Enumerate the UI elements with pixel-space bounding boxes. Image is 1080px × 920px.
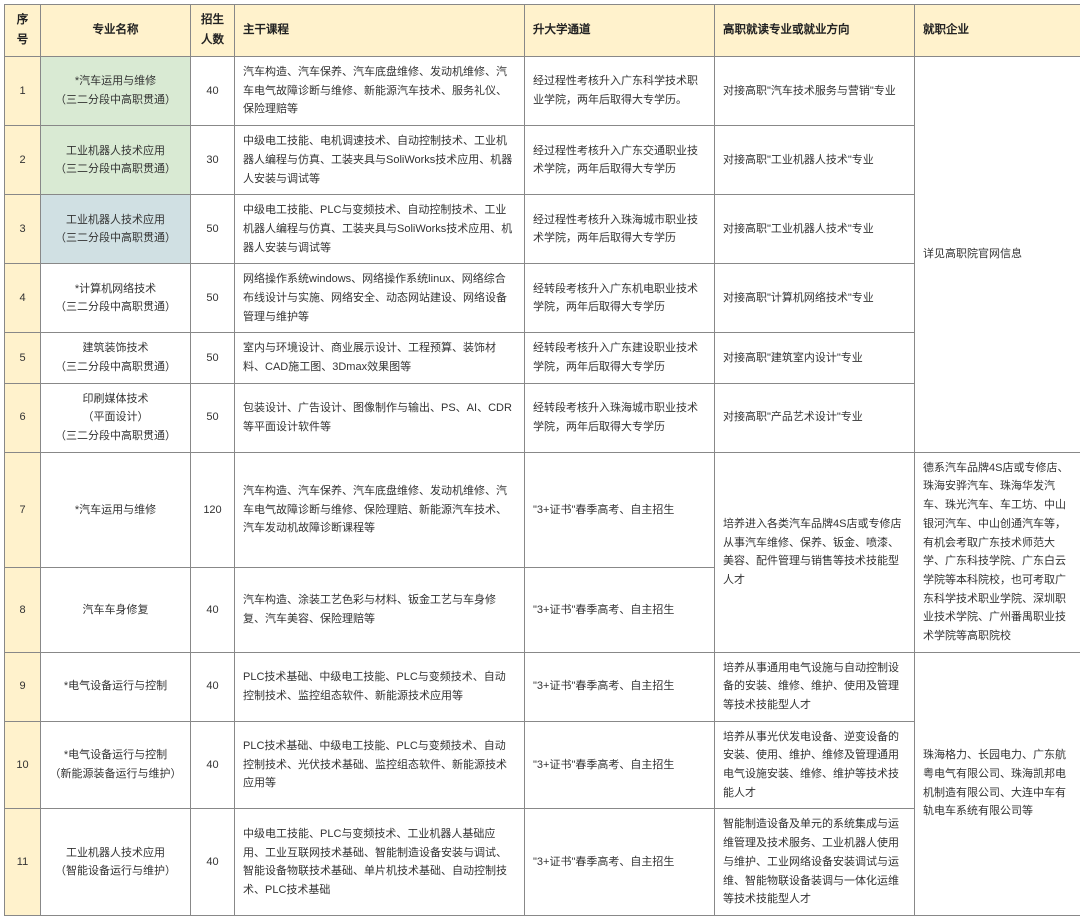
- table-cell: 40: [191, 57, 235, 126]
- table-cell: 室内与环境设计、商业展示设计、工程预算、装饰材料、CAD施工图、3Dmax效果图…: [235, 333, 525, 383]
- header-course: 主干课程: [235, 5, 525, 57]
- table-cell: 培养进入各类汽车品牌4S店或专修店从事汽车维修、保养、钣金、喷漆、美容、配件管理…: [715, 452, 915, 652]
- table-cell: 8: [5, 568, 41, 652]
- table-cell: 包装设计、广告设计、图像制作与输出、PS、AI、CDR等平面设计软件等: [235, 383, 525, 452]
- table-cell: 网络操作系统windows、网络操作系统linux、网络综合布线设计与实施、网络…: [235, 264, 525, 333]
- table-cell: 9: [5, 652, 41, 721]
- table-cell: 汽车车身修复: [41, 568, 191, 652]
- table-cell: 对接高职"汽车技术服务与营销"专业: [715, 57, 915, 126]
- table-cell: 中级电工技能、PLC与变频技术、自动控制技术、工业机器人编程与仿真、工装夹具与S…: [235, 195, 525, 264]
- table-cell: 50: [191, 383, 235, 452]
- table-cell: 中级电工技能、PLC与变频技术、工业机器人基础应用、工业互联网技术基础、智能制造…: [235, 809, 525, 915]
- table-cell: 经转段考核升入珠海城市职业技术学院，两年后取得大专学历: [525, 383, 715, 452]
- header-emp: 就职企业: [915, 5, 1080, 57]
- table-cell: 建筑装饰技术 （三二分段中高职贯通）: [41, 333, 191, 383]
- table-cell: "3+证书"春季高考、自主招生: [525, 652, 715, 721]
- table-cell: 工业机器人技术应用 （三二分段中高职贯通）: [41, 195, 191, 264]
- table-cell: 30: [191, 126, 235, 195]
- table-cell: 4: [5, 264, 41, 333]
- major-table: 序号 专业名称 招生 人数 主干课程 升大学通道 高职就读专业或就业方向 就职企…: [4, 4, 1080, 916]
- table-cell: *电气设备运行与控制: [41, 652, 191, 721]
- header-num: 招生 人数: [191, 5, 235, 57]
- table-cell: 智能制造设备及单元的系统集成与运维管理及技术服务、工业机器人使用与维护、工业网络…: [715, 809, 915, 915]
- table-cell: 1: [5, 57, 41, 126]
- table-cell: 6: [5, 383, 41, 452]
- table-cell: 3: [5, 195, 41, 264]
- header-seq: 序号: [5, 5, 41, 57]
- table-cell: 50: [191, 195, 235, 264]
- header-name: 专业名称: [41, 5, 191, 57]
- table-cell: 中级电工技能、电机调速技术、自动控制技术、工业机器人编程与仿真、工装夹具与Sol…: [235, 126, 525, 195]
- table-cell: 对接高职"产品艺术设计"专业: [715, 383, 915, 452]
- table-cell: 5: [5, 333, 41, 383]
- table-cell: 经转段考核升入广东机电职业技术学院，两年后取得大专学历: [525, 264, 715, 333]
- table-cell: 10: [5, 721, 41, 809]
- table-cell: *汽车运用与维修 （三二分段中高职贯通）: [41, 57, 191, 126]
- table-cell: *计算机网络技术 （三二分段中高职贯通）: [41, 264, 191, 333]
- table-cell: 经过程性考核升入珠海城市职业技术学院，两年后取得大专学历: [525, 195, 715, 264]
- header-row: 序号 专业名称 招生 人数 主干课程 升大学通道 高职就读专业或就业方向 就职企…: [5, 5, 1080, 57]
- header-dir: 高职就读专业或就业方向: [715, 5, 915, 57]
- table-cell: "3+证书"春季高考、自主招生: [525, 809, 715, 915]
- table-cell: 40: [191, 721, 235, 809]
- table-cell: 7: [5, 452, 41, 568]
- header-path: 升大学通道: [525, 5, 715, 57]
- table-cell: "3+证书"春季高考、自主招生: [525, 568, 715, 652]
- table-cell: *汽车运用与维修: [41, 452, 191, 568]
- table-cell: 40: [191, 568, 235, 652]
- table-cell: 详见高职院官网信息: [915, 57, 1080, 453]
- table-cell: 汽车构造、涂装工艺色彩与材料、钣金工艺与车身修复、汽车美容、保险理赔等: [235, 568, 525, 652]
- table-cell: 培养从事通用电气设施与自动控制设备的安装、维修、维护、使用及管理等技术技能型人才: [715, 652, 915, 721]
- table-cell: "3+证书"春季高考、自主招生: [525, 452, 715, 568]
- table-row: 9*电气设备运行与控制40PLC技术基础、中级电工技能、PLC与变频技术、自动控…: [5, 652, 1080, 721]
- table-cell: "3+证书"春季高考、自主招生: [525, 721, 715, 809]
- table-cell: 对接高职"建筑室内设计"专业: [715, 333, 915, 383]
- table-cell: PLC技术基础、中级电工技能、PLC与变频技术、自动控制技术、监控组态软件、新能…: [235, 652, 525, 721]
- table-cell: 50: [191, 333, 235, 383]
- table-cell: 经过程性考核升入广东科学技术职业学院，两年后取得大专学历。: [525, 57, 715, 126]
- table-cell: 工业机器人技术应用 （三二分段中高职贯通）: [41, 126, 191, 195]
- table-cell: 德系汽车品牌4S店或专修店、珠海安骅汽车、珠海华发汽车、珠光汽车、车工坊、中山银…: [915, 452, 1080, 652]
- table-cell: 2: [5, 126, 41, 195]
- table-cell: 120: [191, 452, 235, 568]
- table-cell: *电气设备运行与控制 （新能源装备运行与维护）: [41, 721, 191, 809]
- table-cell: 汽车构造、汽车保养、汽车底盘维修、发动机维修、汽车电气故障诊断与维修、新能源汽车…: [235, 57, 525, 126]
- table-cell: 经过程性考核升入广东交通职业技术学院，两年后取得大专学历: [525, 126, 715, 195]
- table-row: 7*汽车运用与维修120汽车构造、汽车保养、汽车底盘维修、发动机维修、汽车电气故…: [5, 452, 1080, 568]
- table-cell: 培养从事光伏发电设备、逆变设备的安装、使用、维护、维修及管理通用电气设施安装、维…: [715, 721, 915, 809]
- table-cell: PLC技术基础、中级电工技能、PLC与变频技术、自动控制技术、光伏技术基础、监控…: [235, 721, 525, 809]
- table-cell: 对接高职"工业机器人技术"专业: [715, 126, 915, 195]
- table-cell: 40: [191, 809, 235, 915]
- table-cell: 11: [5, 809, 41, 915]
- table-row: 1*汽车运用与维修 （三二分段中高职贯通）40汽车构造、汽车保养、汽车底盘维修、…: [5, 57, 1080, 126]
- table-cell: 50: [191, 264, 235, 333]
- table-cell: 经转段考核升入广东建设职业技术学院，两年后取得大专学历: [525, 333, 715, 383]
- table-cell: 珠海格力、长园电力、广东航粤电气有限公司、珠海凯邦电机制造有限公司、大连中车有轨…: [915, 652, 1080, 915]
- table-cell: 对接高职"计算机网络技术"专业: [715, 264, 915, 333]
- table-cell: 汽车构造、汽车保养、汽车底盘维修、发动机维修、汽车电气故障诊断与维修、保险理赔、…: [235, 452, 525, 568]
- table-cell: 工业机器人技术应用 （智能设备运行与维护）: [41, 809, 191, 915]
- table-cell: 对接高职"工业机器人技术"专业: [715, 195, 915, 264]
- table-cell: 印刷媒体技术 （平面设计） （三二分段中高职贯通）: [41, 383, 191, 452]
- table-cell: 40: [191, 652, 235, 721]
